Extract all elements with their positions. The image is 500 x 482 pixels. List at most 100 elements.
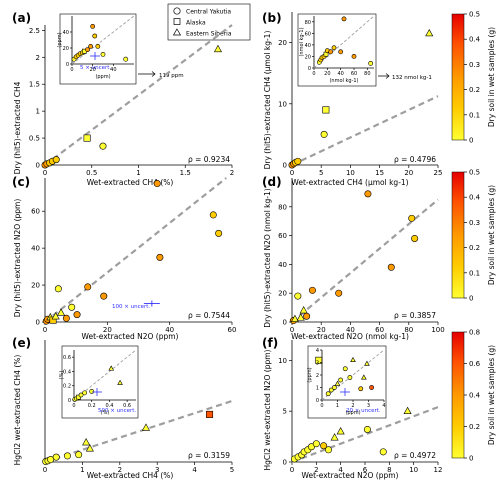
panel-b-inset-xlabel: (nmol kg-1) — [329, 78, 358, 84]
panel-b-xtick-label: 25 — [434, 169, 443, 177]
panel-d-xtick-label: 60 — [375, 326, 384, 334]
panel-d-ytick-label: 40 — [278, 261, 287, 269]
panel-e-inset-xlabel: (%) — [101, 410, 110, 416]
panel-d-rho: ρ = 0.3857 — [394, 311, 436, 320]
panel-e-data-point — [63, 452, 71, 460]
panel-f-inset-reference-line — [321, 349, 385, 401]
panel-e-data-point — [52, 453, 60, 461]
panel-f-inset-ytick-label: 2 — [316, 373, 319, 379]
colorbar-2-tick-label: 0.1 — [469, 269, 480, 277]
panel-e-label: (e) — [12, 336, 31, 350]
panel-a-ytick-label: 1 — [36, 108, 40, 116]
panel-a-xtick-label: 0 — [43, 169, 47, 177]
legend-marker-circle — [173, 7, 181, 15]
panel-f-data-point — [336, 427, 345, 435]
panel-a-rho: ρ = 0.9234 — [188, 155, 230, 164]
panel-d-data-point — [411, 234, 419, 242]
panel-e: (e) HgCl2 wet-extracted CH4 (%) Wet-extr… — [12, 336, 230, 480]
panel-b-inset-xtick-label: 40 — [337, 71, 343, 77]
panel-f-inset-ytick-label: 0 — [316, 398, 319, 404]
panel-f-label: (f) — [262, 336, 278, 350]
panel-c-data-point — [209, 211, 217, 219]
panel-a-inset-data-point — [92, 33, 98, 39]
panel-e-xtick-label: 2 — [118, 466, 122, 474]
panel-f-inset-ylabel: (ppm) — [307, 367, 313, 382]
panel-d-xtick-label: 80 — [404, 326, 413, 334]
panel-d: (d) Dry (hit5)-extracted N2O (nmol kg-1)… — [262, 175, 436, 341]
panel-e-inset-ytick-label: 0.2 — [63, 384, 71, 390]
colorbar-1: Dry soil in wet samples (g) — [451, 13, 496, 141]
panel-c-xlabel: Wet-extracted N2O (ppm) — [82, 332, 179, 341]
panel-b-inset-xtick-label: 0 — [312, 71, 315, 77]
panel-a: (a) Dry (hit5)-extracted CH4 Wet-extract… — [12, 11, 230, 187]
panel-d-data-point — [364, 190, 372, 198]
colorbar-1-label: Dry soil in wet samples (g) — [487, 27, 496, 127]
panel-d-data-point — [335, 289, 343, 297]
panel-b-inset-ytick-label: 20 — [305, 54, 311, 60]
panel-b-reference-line — [291, 95, 439, 166]
panel-c: (c) Dry (hit5)-extracted N2O (ppm) Wet-e… — [12, 175, 230, 341]
panel-f-xtick-label: 4 — [338, 466, 343, 474]
panel-a-ytick-label: 2.5 — [29, 27, 40, 35]
legend-frame — [167, 3, 251, 41]
panel-d-reference-line — [291, 198, 439, 323]
panel-c-data-point — [68, 303, 76, 311]
panel-f-inset-data-point — [358, 386, 364, 392]
panel-d-ytick-label: 60 — [278, 232, 287, 240]
legend-marker-square — [173, 18, 181, 25]
panel-d-data-point — [408, 214, 416, 222]
panel-e-inset-uncertainty: 500 × uncert. — [98, 408, 136, 414]
panel-e-inset-xtick-label: 0.2 — [88, 403, 96, 409]
panel-a-inset-xtick-label: 20 — [89, 67, 95, 73]
panel-a-xtick-label: 1 — [136, 169, 140, 177]
panel-e-inset-data-point — [89, 389, 95, 394]
panel-d-data-point — [299, 306, 308, 314]
panel-f-xtick-label: 12 — [434, 466, 443, 474]
panel-a-inset-data-point — [88, 44, 93, 49]
panel-c-reference-line — [44, 177, 227, 323]
panel-b-inset-data-point — [338, 49, 344, 55]
panel-e-inset-xtick-label: 0.4 — [105, 403, 113, 409]
panel-c-data-point — [57, 308, 66, 316]
panel-b-inset-arrow — [378, 73, 390, 79]
panel-e-xtick-label: 3 — [155, 466, 159, 474]
colorbar-2-tick-label: 0.2 — [469, 244, 480, 252]
colorbar-2-label: Dry soil in wet samples (g) — [487, 185, 496, 285]
panel-f-inset-data-point — [334, 380, 341, 386]
panel-b-xtick-label: 10 — [346, 169, 355, 177]
panel-a-inset-uncertainty: 5 × uncert. — [80, 65, 111, 71]
panel-f-inset-data-point — [342, 366, 348, 372]
panel-f-inset-xtick-label: 2 — [351, 403, 354, 409]
panel-b-label: (b) — [262, 11, 282, 25]
panel-d-data-point — [308, 286, 316, 294]
panel-c-rho: ρ = 0.7544 — [188, 311, 230, 320]
panel-b-inset-data-point — [351, 54, 357, 59]
colorbar-1-tick-label: 0.2 — [469, 86, 480, 94]
panel-e-inset-ylabel: (%) — [59, 371, 65, 380]
panel-a-inset-data-point — [90, 23, 96, 29]
colorbar-3-tick-label: 0.2 — [469, 423, 480, 431]
panel-a-xtick-label: 0.5 — [86, 169, 97, 177]
panel-e-data-point — [75, 451, 83, 459]
panel-c-xtick-label: 20 — [103, 326, 112, 334]
panel-e-data-point — [206, 410, 214, 418]
panel-e-xtick-label: 4 — [192, 466, 197, 474]
panel-a-ytick-label: 0.5 — [29, 135, 40, 143]
panel-a-ytick-label: 0 — [36, 162, 40, 170]
panel-d-data-point — [294, 292, 302, 300]
panel-b-inset-xtick-label: 60 — [351, 71, 357, 77]
panel-d-xtick-label: 100 — [431, 326, 444, 334]
panel-f-inset-data-point — [338, 377, 343, 383]
plot-layer: 0 0.5 1 1.5 200.511.522.50 20 4002040(ppm)(ppm… — [29, 11, 481, 475]
panel-e-inset-data-point — [82, 390, 88, 396]
panel-f-inset-data-point — [331, 385, 337, 390]
panel-b-inset-reference-line — [313, 15, 375, 69]
panel-c-data-point — [215, 229, 223, 237]
colorbar-1-ramp — [451, 13, 465, 141]
colorbar-1-tick-label: 0 — [469, 137, 473, 145]
colorbar-3-tick-label: 0 — [469, 455, 473, 463]
panel-f-inset-xtick-label: 0 — [320, 403, 323, 409]
panel-c-data-point — [62, 314, 70, 322]
panel-a-data-point — [52, 156, 60, 164]
panel-c-data-point — [51, 311, 60, 320]
